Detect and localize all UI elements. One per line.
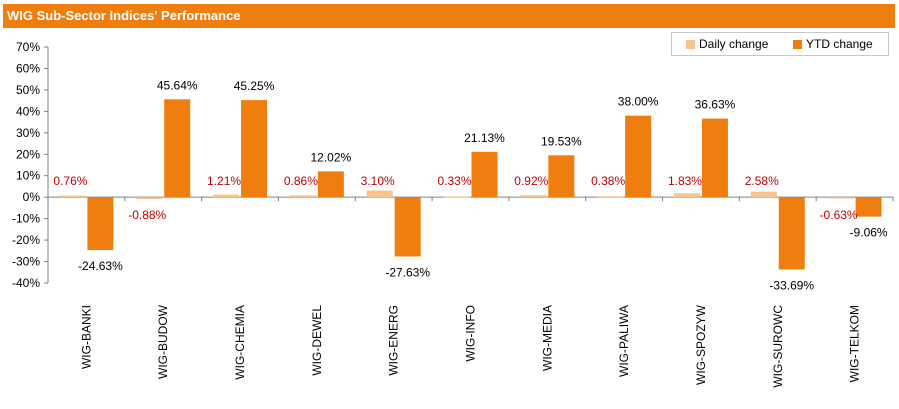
data-label-daily: -0.88% bbox=[128, 208, 166, 222]
y-tick-label: 40% bbox=[16, 104, 40, 118]
bar-daily-change bbox=[597, 196, 624, 198]
bar-daily-change bbox=[59, 195, 86, 198]
y-tick-label: 20% bbox=[16, 147, 40, 161]
bar-ytd-change bbox=[625, 115, 652, 198]
data-label-ytd: 21.13% bbox=[464, 131, 505, 145]
y-tick-label: 0% bbox=[23, 190, 41, 204]
x-category-label: WIG-PALIWA bbox=[617, 305, 631, 377]
y-tick-label: -10% bbox=[12, 212, 40, 226]
bar-ytd-change bbox=[471, 151, 498, 198]
data-label-ytd: 38.00% bbox=[618, 95, 659, 109]
bar-ytd-change bbox=[164, 99, 191, 198]
bar-daily-change bbox=[213, 194, 240, 198]
data-label-ytd: -27.63% bbox=[385, 265, 430, 279]
bar-ytd-change bbox=[701, 118, 728, 198]
data-label-ytd: 19.53% bbox=[541, 134, 582, 148]
y-tick-label: -20% bbox=[12, 233, 40, 247]
x-category-label: WIG-MEDIA bbox=[540, 305, 554, 371]
legend-item-ytd: YTD change bbox=[793, 37, 873, 51]
x-category-label: WIG-CHEMIA bbox=[233, 305, 247, 380]
data-label-daily: 0.92% bbox=[514, 174, 548, 188]
y-tick-label: -30% bbox=[12, 255, 40, 269]
bar-ytd-change bbox=[241, 100, 268, 198]
bar-daily-change bbox=[136, 197, 163, 200]
y-tick-label: 70% bbox=[16, 40, 40, 54]
data-label-ytd: -24.63% bbox=[78, 259, 123, 273]
x-category-label: WIG-INFO bbox=[464, 305, 478, 362]
bar-ytd-change bbox=[548, 155, 575, 198]
x-category-label: WIG-DEWEL bbox=[310, 305, 324, 376]
y-tick-label: -40% bbox=[12, 276, 40, 290]
bar-ytd-change bbox=[778, 197, 805, 270]
y-tick-label: 60% bbox=[16, 61, 40, 75]
data-label-ytd: 45.64% bbox=[157, 78, 198, 92]
data-label-daily: 1.83% bbox=[668, 174, 702, 188]
y-tick-label: 50% bbox=[16, 83, 40, 97]
x-category-label: WIG-SUROWC bbox=[771, 305, 785, 388]
data-label-daily: 2.58% bbox=[745, 174, 779, 188]
bar-daily-change bbox=[520, 195, 547, 198]
x-category-label: WIG-ENERG bbox=[387, 305, 401, 376]
data-label-daily: -0.63% bbox=[820, 208, 858, 222]
chart-legend: Daily change YTD change bbox=[671, 32, 889, 56]
data-label-ytd: -9.06% bbox=[850, 226, 888, 240]
legend-swatch-ytd bbox=[793, 39, 802, 49]
legend-swatch-daily bbox=[686, 39, 695, 49]
bar-ytd-change bbox=[855, 197, 882, 217]
y-tick-label: 30% bbox=[16, 126, 40, 140]
legend-item-daily: Daily change bbox=[686, 37, 768, 51]
bar-ytd-change bbox=[317, 171, 344, 198]
data-label-ytd: -33.69% bbox=[769, 278, 814, 292]
y-tick-label: 10% bbox=[16, 169, 40, 183]
data-label-daily: 0.38% bbox=[591, 174, 625, 188]
data-label-ytd: 45.25% bbox=[234, 79, 275, 93]
bar-ytd-change bbox=[394, 197, 421, 257]
data-label-daily: 0.76% bbox=[53, 174, 87, 188]
chart-title-bar: WIG Sub-Sector Indices' Performance bbox=[3, 4, 895, 28]
bar-daily-change bbox=[673, 193, 700, 198]
bar-daily-change bbox=[443, 196, 470, 198]
legend-label-daily: Daily change bbox=[699, 37, 769, 51]
legend-label-ytd: YTD change bbox=[806, 37, 873, 51]
data-label-daily: 3.10% bbox=[361, 174, 395, 188]
data-label-daily: 0.33% bbox=[437, 174, 471, 188]
chart-title: WIG Sub-Sector Indices' Performance bbox=[7, 8, 241, 23]
x-category-label: WIG-SPOZYW bbox=[694, 304, 708, 385]
x-category-label: WIG-BANKI bbox=[79, 305, 93, 369]
x-category-label: WIG-BUDOW bbox=[156, 304, 170, 379]
bar-daily-change bbox=[827, 197, 854, 199]
x-category-label: WIG-TELKOM bbox=[848, 305, 862, 382]
data-label-daily: 0.86% bbox=[284, 174, 318, 188]
bar-ytd-change bbox=[87, 197, 114, 251]
bar-daily-change bbox=[750, 191, 777, 198]
data-label-daily: 1.21% bbox=[207, 174, 241, 188]
bar-daily-change bbox=[366, 190, 393, 198]
data-label-ytd: 12.02% bbox=[311, 150, 352, 164]
bar-daily-change bbox=[289, 195, 316, 198]
data-label-ytd: 36.63% bbox=[695, 98, 736, 112]
